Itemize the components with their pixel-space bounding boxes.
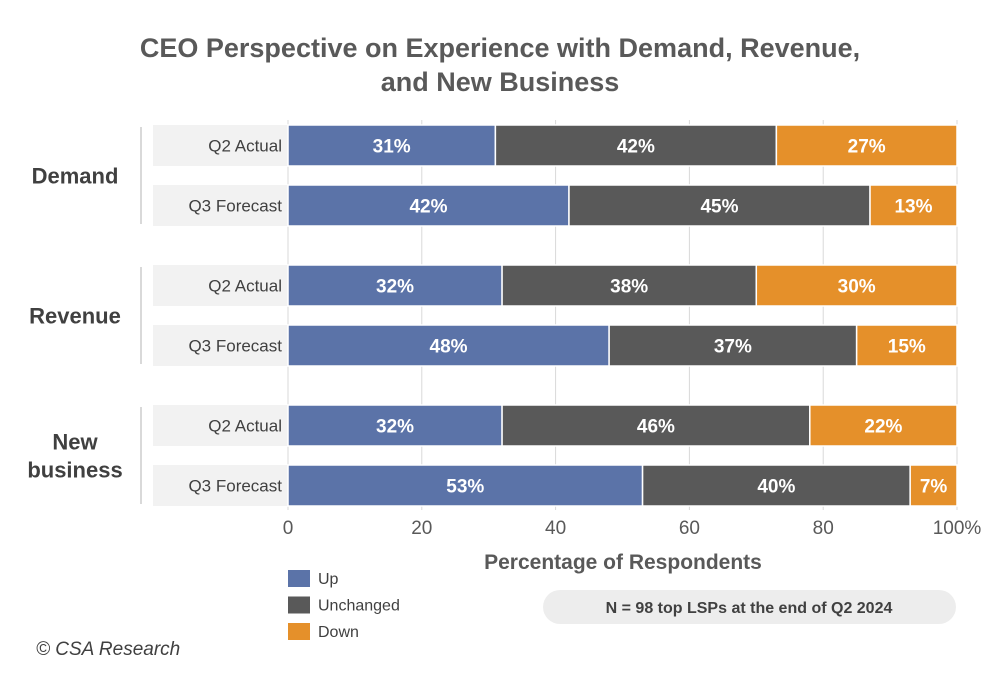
x-tick-label: 60 (679, 518, 700, 539)
row-label-background (153, 265, 288, 306)
sample-note-text: N = 98 top LSPs at the end of Q2 2024 (606, 600, 893, 617)
row-label-background (153, 325, 288, 366)
row-label: Q3 Forecast (188, 477, 282, 496)
data-label: 27% (848, 137, 886, 158)
bar-segment-up (287, 184, 570, 227)
legend-label: Unchanged (318, 598, 400, 615)
row-label-background (153, 405, 288, 446)
data-label: 53% (446, 477, 484, 498)
data-label: 30% (838, 277, 876, 298)
data-label: 7% (920, 477, 948, 498)
bar-segment-unchanged (641, 464, 911, 507)
chart-title: CEO Perspective on Experience with Deman… (140, 33, 860, 97)
row-label: Q2 Actual (208, 277, 282, 296)
x-axis-ticks: 0 20 40 60 80 100% (283, 518, 982, 539)
bar-segment-unchanged (568, 184, 871, 227)
row-label-background (153, 465, 288, 506)
bar-segment-down (809, 404, 958, 447)
row-label-background (153, 185, 288, 226)
group-labels: Demand Revenue New business (27, 164, 122, 483)
copyright-text: © CSA Research (36, 639, 180, 660)
row-label: Q3 Forecast (188, 337, 282, 356)
x-tick-label: 0 (283, 518, 294, 539)
bar-segment-unchanged (501, 404, 811, 447)
data-label: 22% (864, 417, 902, 438)
gridlines (287, 120, 958, 510)
bars: 31% 42% 27% 42% 45% 13% 32% 38% 30% 48% 37% 15% 32% 4… (287, 124, 958, 507)
bar-segment-unchanged (608, 324, 858, 367)
bar-segment-unchanged (501, 264, 758, 307)
x-tick-label: 40 (545, 518, 566, 539)
row-label: Q2 Actual (208, 137, 282, 156)
legend-label: Up (318, 571, 339, 588)
data-label: 48% (430, 337, 468, 358)
bar-segment-down (869, 184, 958, 227)
data-label: 32% (376, 277, 414, 298)
bar-segment-up (287, 404, 503, 447)
bar-segment-down (755, 264, 958, 307)
data-label: 37% (714, 337, 752, 358)
x-tick-label: 80 (813, 518, 834, 539)
chart-title-line-1: CEO Perspective on Experience with Deman… (140, 33, 860, 63)
group-label: Demand (32, 164, 119, 189)
data-label: 45% (700, 197, 738, 218)
data-label: 46% (637, 417, 675, 438)
data-label: 15% (888, 337, 926, 358)
bar-segment-down (855, 324, 958, 367)
data-label: 13% (894, 197, 932, 218)
data-label: 42% (409, 197, 447, 218)
group-label: business (27, 458, 122, 483)
bar-segment-down (775, 124, 958, 167)
data-label: 40% (757, 477, 795, 498)
data-label: 32% (376, 417, 414, 438)
legend-swatch (288, 570, 310, 587)
x-axis-title: Percentage of Respondents (484, 551, 762, 574)
row-label-background (153, 125, 288, 166)
row-label: Q2 Actual (208, 417, 282, 436)
sample-note: N = 98 top LSPs at the end of Q2 2024 (543, 590, 956, 624)
row-labels: Q2 Actual Q3 Forecast Q2 Actual Q3 Forecast… (153, 125, 288, 506)
x-tick-label: 20 (411, 518, 432, 539)
row-label: Q3 Forecast (188, 197, 282, 216)
data-label: 42% (617, 137, 655, 158)
x-tick-label: 100% (933, 518, 982, 539)
legend-swatch (288, 596, 310, 614)
bar-segment-up (287, 264, 503, 307)
chart-title-line-2: and New Business (381, 67, 620, 97)
bar-segment-down (909, 464, 958, 507)
data-label: 31% (373, 137, 411, 158)
legend-label: Down (318, 624, 359, 641)
data-label: 38% (610, 277, 648, 298)
group-label: Revenue (29, 304, 121, 329)
sample-note-background (543, 590, 956, 624)
legend: Up Unchanged Down (288, 570, 400, 641)
group-label: New (52, 430, 98, 455)
bar-segment-up (287, 324, 610, 367)
legend-swatch (288, 623, 310, 640)
